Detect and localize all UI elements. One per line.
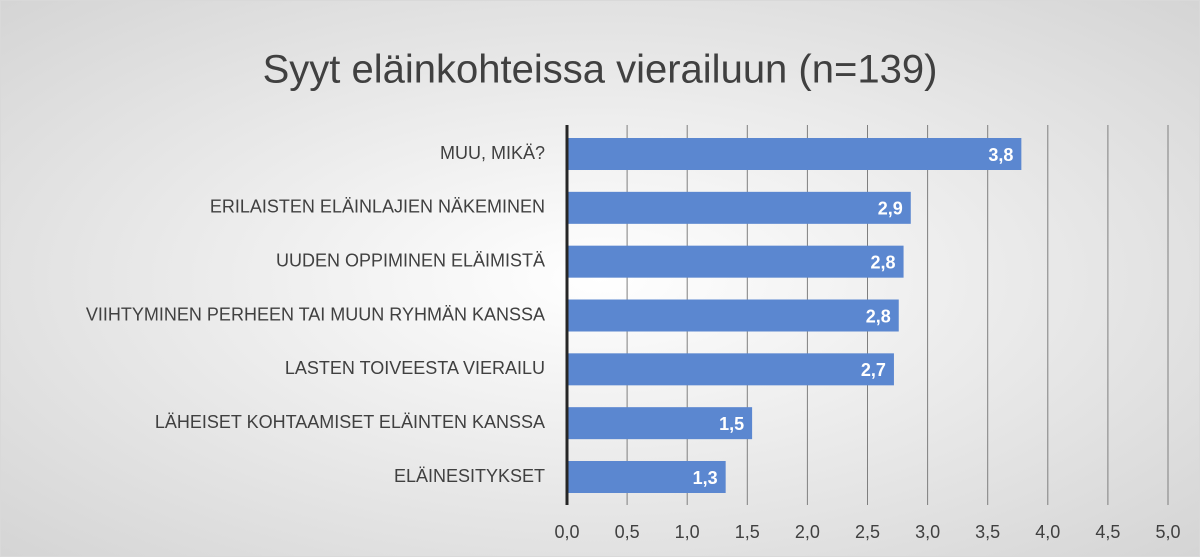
value-label: 1,5 (719, 414, 744, 434)
bar (567, 461, 726, 493)
y-tick-label: MUU, MIKÄ? (440, 143, 545, 163)
value-label: 2,8 (871, 252, 896, 272)
x-tick-label: 1,0 (675, 522, 700, 542)
value-label: 2,9 (878, 199, 903, 219)
bar (567, 191, 911, 224)
x-tick-label: 4,0 (1035, 522, 1060, 542)
bar (567, 299, 899, 332)
value-label: 3,8 (988, 145, 1013, 165)
x-tick-label: 0,0 (554, 522, 579, 542)
y-tick-label: LASTEN TOIVEESTA VIERAILU (285, 358, 545, 378)
y-tick-label: UUDEN OPPIMINEN ELÄIMISTÄ (276, 250, 545, 270)
value-label: 2,8 (866, 306, 891, 326)
x-tick-label: 5,0 (1155, 522, 1180, 542)
x-tick-label: 3,0 (915, 522, 940, 542)
bar (567, 353, 894, 386)
y-tick-label: ELÄINESITYKSET (394, 466, 545, 486)
value-label: 2,7 (861, 360, 886, 380)
x-tick-label: 1,5 (735, 522, 760, 542)
y-tick-label: LÄHEISET KOHTAAMISET ELÄINTEN KANSSA (155, 412, 545, 432)
x-tick-label: 2,0 (795, 522, 820, 542)
x-tick-label: 4,5 (1095, 522, 1120, 542)
bar (567, 245, 904, 278)
y-tick-label: ERILAISTEN ELÄINLAJIEN NÄKEMINEN (210, 197, 545, 217)
value-label: 1,3 (693, 468, 718, 488)
y-tick-label: VIIHTYMINEN PERHEEN TAI MUUN RYHMÄN KANS… (86, 304, 545, 324)
chart-title: Syyt eläinkohteissa vierailuun (n=139) (263, 48, 938, 92)
bar (567, 138, 1022, 170)
x-tick-label: 3,5 (975, 522, 1000, 542)
x-tick-label: 0,5 (615, 522, 640, 542)
bar (567, 407, 753, 440)
x-tick-label: 2,5 (855, 522, 880, 542)
